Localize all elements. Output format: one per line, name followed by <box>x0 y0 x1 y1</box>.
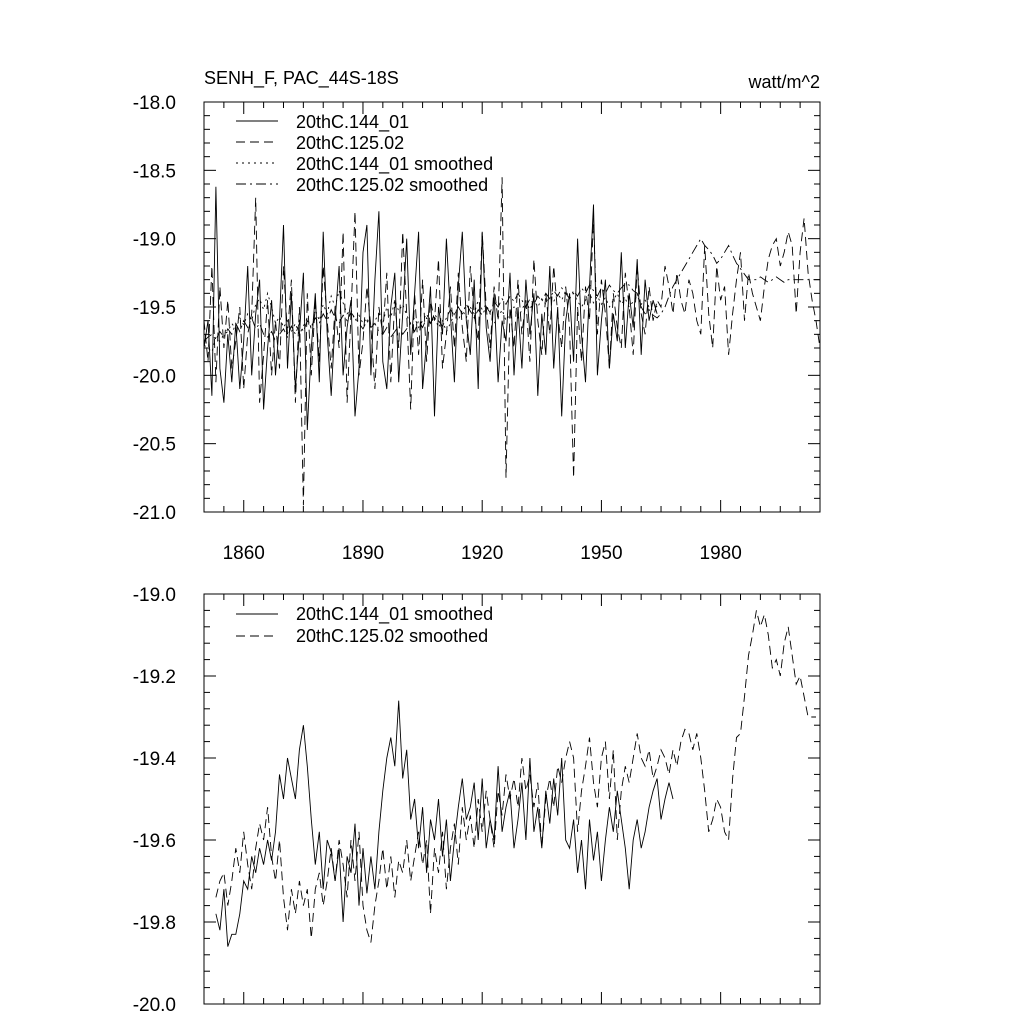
top-series-lines <box>203 177 821 506</box>
units-label: watt/m^2 <box>748 72 820 92</box>
x-tick-label: 1950 <box>580 543 622 564</box>
series-line <box>215 610 816 943</box>
bottom-plot-frame <box>203 593 821 1005</box>
top-panel: -21.0 -20.5 -20.0 -19.5 -19.0 -18.5 -18.0 1860… <box>133 93 821 564</box>
x-tick-label: 1980 <box>700 543 742 564</box>
y-tick-label: -18.0 <box>133 93 176 114</box>
series-line <box>203 177 821 506</box>
bottom-y-tick-labels: -20.0 -19.8 -19.6 -19.4 -19.2 -19.0 <box>133 585 177 1016</box>
y-tick-label: -20.0 <box>133 366 176 387</box>
series-line <box>215 700 674 947</box>
y-tick-label: -19.8 <box>133 913 176 934</box>
y-tick-label: -21.0 <box>133 503 176 524</box>
y-tick-label: -19.2 <box>133 667 176 688</box>
y-tick-label: -18.5 <box>133 161 176 182</box>
y-tick-label: -19.4 <box>133 749 177 770</box>
panel-title: SENH_F, PAC_44S-18S <box>204 68 399 89</box>
x-tick-label: 1890 <box>342 543 384 564</box>
bottom-axis-ticks <box>203 593 821 1005</box>
top-legend: 20thC.144_01 20thC.125.02 20thC.144_01 s… <box>236 112 493 195</box>
y-tick-label: -19.0 <box>133 585 176 606</box>
legend-label: 20thC.125.02 smoothed <box>296 626 488 646</box>
bottom-series-lines <box>215 610 816 947</box>
legend-label: 20thC.125.02 <box>296 133 404 153</box>
legend-label: 20thC.144_01 smoothed <box>296 154 493 175</box>
series-line <box>203 186 658 431</box>
y-tick-label: -19.0 <box>133 230 176 251</box>
y-tick-label: -19.6 <box>133 831 176 852</box>
legend-label: 20thC.144_01 smoothed <box>296 604 493 625</box>
legend-label: 20thC.125.02 smoothed <box>296 175 488 195</box>
top-x-tick-labels: 1860 1890 1920 1950 1980 <box>223 543 742 564</box>
y-tick-label: -19.5 <box>133 298 176 319</box>
x-tick-label: 1860 <box>223 543 265 564</box>
x-tick-label: 1920 <box>461 543 503 564</box>
bottom-panel: -20.0 -19.8 -19.6 -19.4 -19.2 -19.0 20thC.144… <box>133 585 821 1016</box>
bottom-legend: 20thC.144_01 smoothed 20thC.125.02 smoot… <box>236 604 493 646</box>
y-tick-label: -20.0 <box>133 995 176 1016</box>
top-axis-ticks <box>203 101 821 513</box>
legend-label: 20thC.144_01 <box>296 112 409 133</box>
series-line <box>203 237 820 343</box>
top-y-tick-labels: -21.0 -20.5 -20.0 -19.5 -19.0 -18.5 -18.0 <box>133 93 176 524</box>
y-tick-label: -20.5 <box>133 435 176 456</box>
